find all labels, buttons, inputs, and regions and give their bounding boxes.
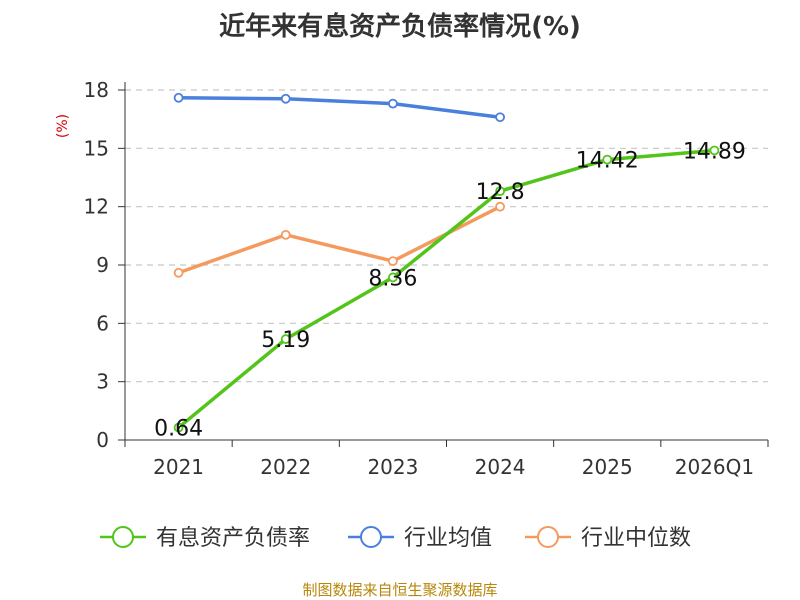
x-tick-label: 2025 xyxy=(582,455,633,479)
legend-marker-2 xyxy=(537,526,559,548)
x-tick-label: 2021 xyxy=(153,455,204,479)
y-tick-label: 18 xyxy=(84,78,109,102)
data-label: 8.36 xyxy=(368,266,417,291)
data-label: 14.42 xyxy=(576,149,639,174)
series-2-point xyxy=(280,229,291,240)
series-2-point xyxy=(388,256,398,267)
x-tick-label: 2026Q1 xyxy=(675,455,754,479)
y-axis-unit-label: (%) xyxy=(55,114,71,138)
series-0-point xyxy=(173,422,184,433)
series-0-point xyxy=(495,186,505,197)
series-1-point xyxy=(495,112,505,123)
series-0-point xyxy=(280,334,291,344)
data-label: 0.64 xyxy=(154,417,203,442)
series-layer xyxy=(173,92,720,433)
x-tick-label: 2023 xyxy=(367,455,418,479)
series-line-1 xyxy=(178,96,501,119)
y-tick-label: 6 xyxy=(96,311,109,335)
data-label: 5.19 xyxy=(261,328,310,353)
chart-title: 近年来有息资产负债率情况(%) xyxy=(219,12,581,42)
legend-label: 有息资产负债率 xyxy=(156,526,310,551)
axis-layer: 0 3 6 9 12 15 18 (%) 2021 2022 2023 2024 2025 2026Q1 xyxy=(55,78,769,479)
series-2-point xyxy=(173,267,184,278)
y-tick-label: 9 xyxy=(96,253,109,277)
grid-layer xyxy=(125,89,768,383)
legend-label: 行业均值 xyxy=(404,526,492,551)
data-label-layer: 0.64 5.19 8.36 12.8 14.42 14.89 xyxy=(154,139,746,441)
series-0-point xyxy=(388,272,398,283)
source-note: 制图数据来自恒生聚源数据库 xyxy=(302,581,498,599)
series-line-2 xyxy=(177,205,501,275)
legend-marker-1 xyxy=(360,526,382,548)
legend: 有息资产负债率 行业均值 行业中位数 xyxy=(100,526,691,551)
legend-marker-0 xyxy=(112,526,134,548)
y-tick-label: 3 xyxy=(96,370,109,394)
x-tick-label: 2022 xyxy=(260,455,311,479)
series-0-point xyxy=(602,154,613,165)
series-2-point xyxy=(495,201,505,212)
series-line-0 xyxy=(177,148,715,429)
series-0-point xyxy=(709,145,720,156)
legend-label: 行业中位数 xyxy=(581,526,691,551)
series-1-point xyxy=(173,92,184,103)
y-tick-label: 0 xyxy=(96,428,109,452)
y-tick-label: 15 xyxy=(84,136,109,160)
y-tick-label: 12 xyxy=(84,195,109,219)
series-1-point xyxy=(280,93,291,104)
data-label: 12.8 xyxy=(476,180,525,205)
series-1-point xyxy=(388,98,398,109)
x-tick-label: 2024 xyxy=(475,455,526,479)
data-label: 14.89 xyxy=(683,139,746,164)
